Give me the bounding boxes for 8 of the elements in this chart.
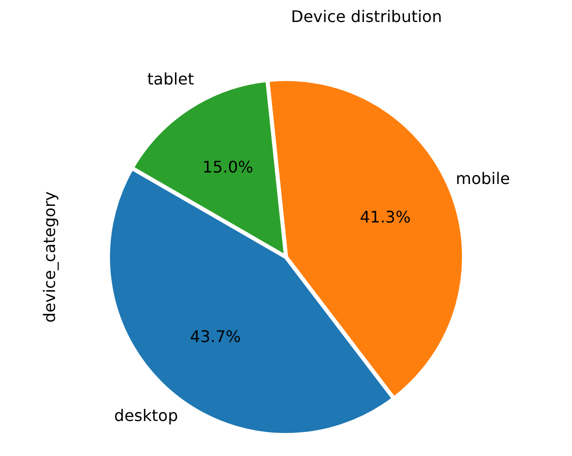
chart-title: Device distribution bbox=[291, 7, 442, 26]
data-label: 43.7% bbox=[190, 327, 241, 346]
data-label: 41.3% bbox=[360, 208, 411, 227]
data-label: 15.0% bbox=[202, 157, 254, 176]
slice-label: tablet bbox=[147, 69, 194, 88]
slice-label: mobile bbox=[456, 168, 510, 188]
slice-label: desktop bbox=[114, 406, 178, 426]
text: device_category bbox=[40, 191, 59, 323]
